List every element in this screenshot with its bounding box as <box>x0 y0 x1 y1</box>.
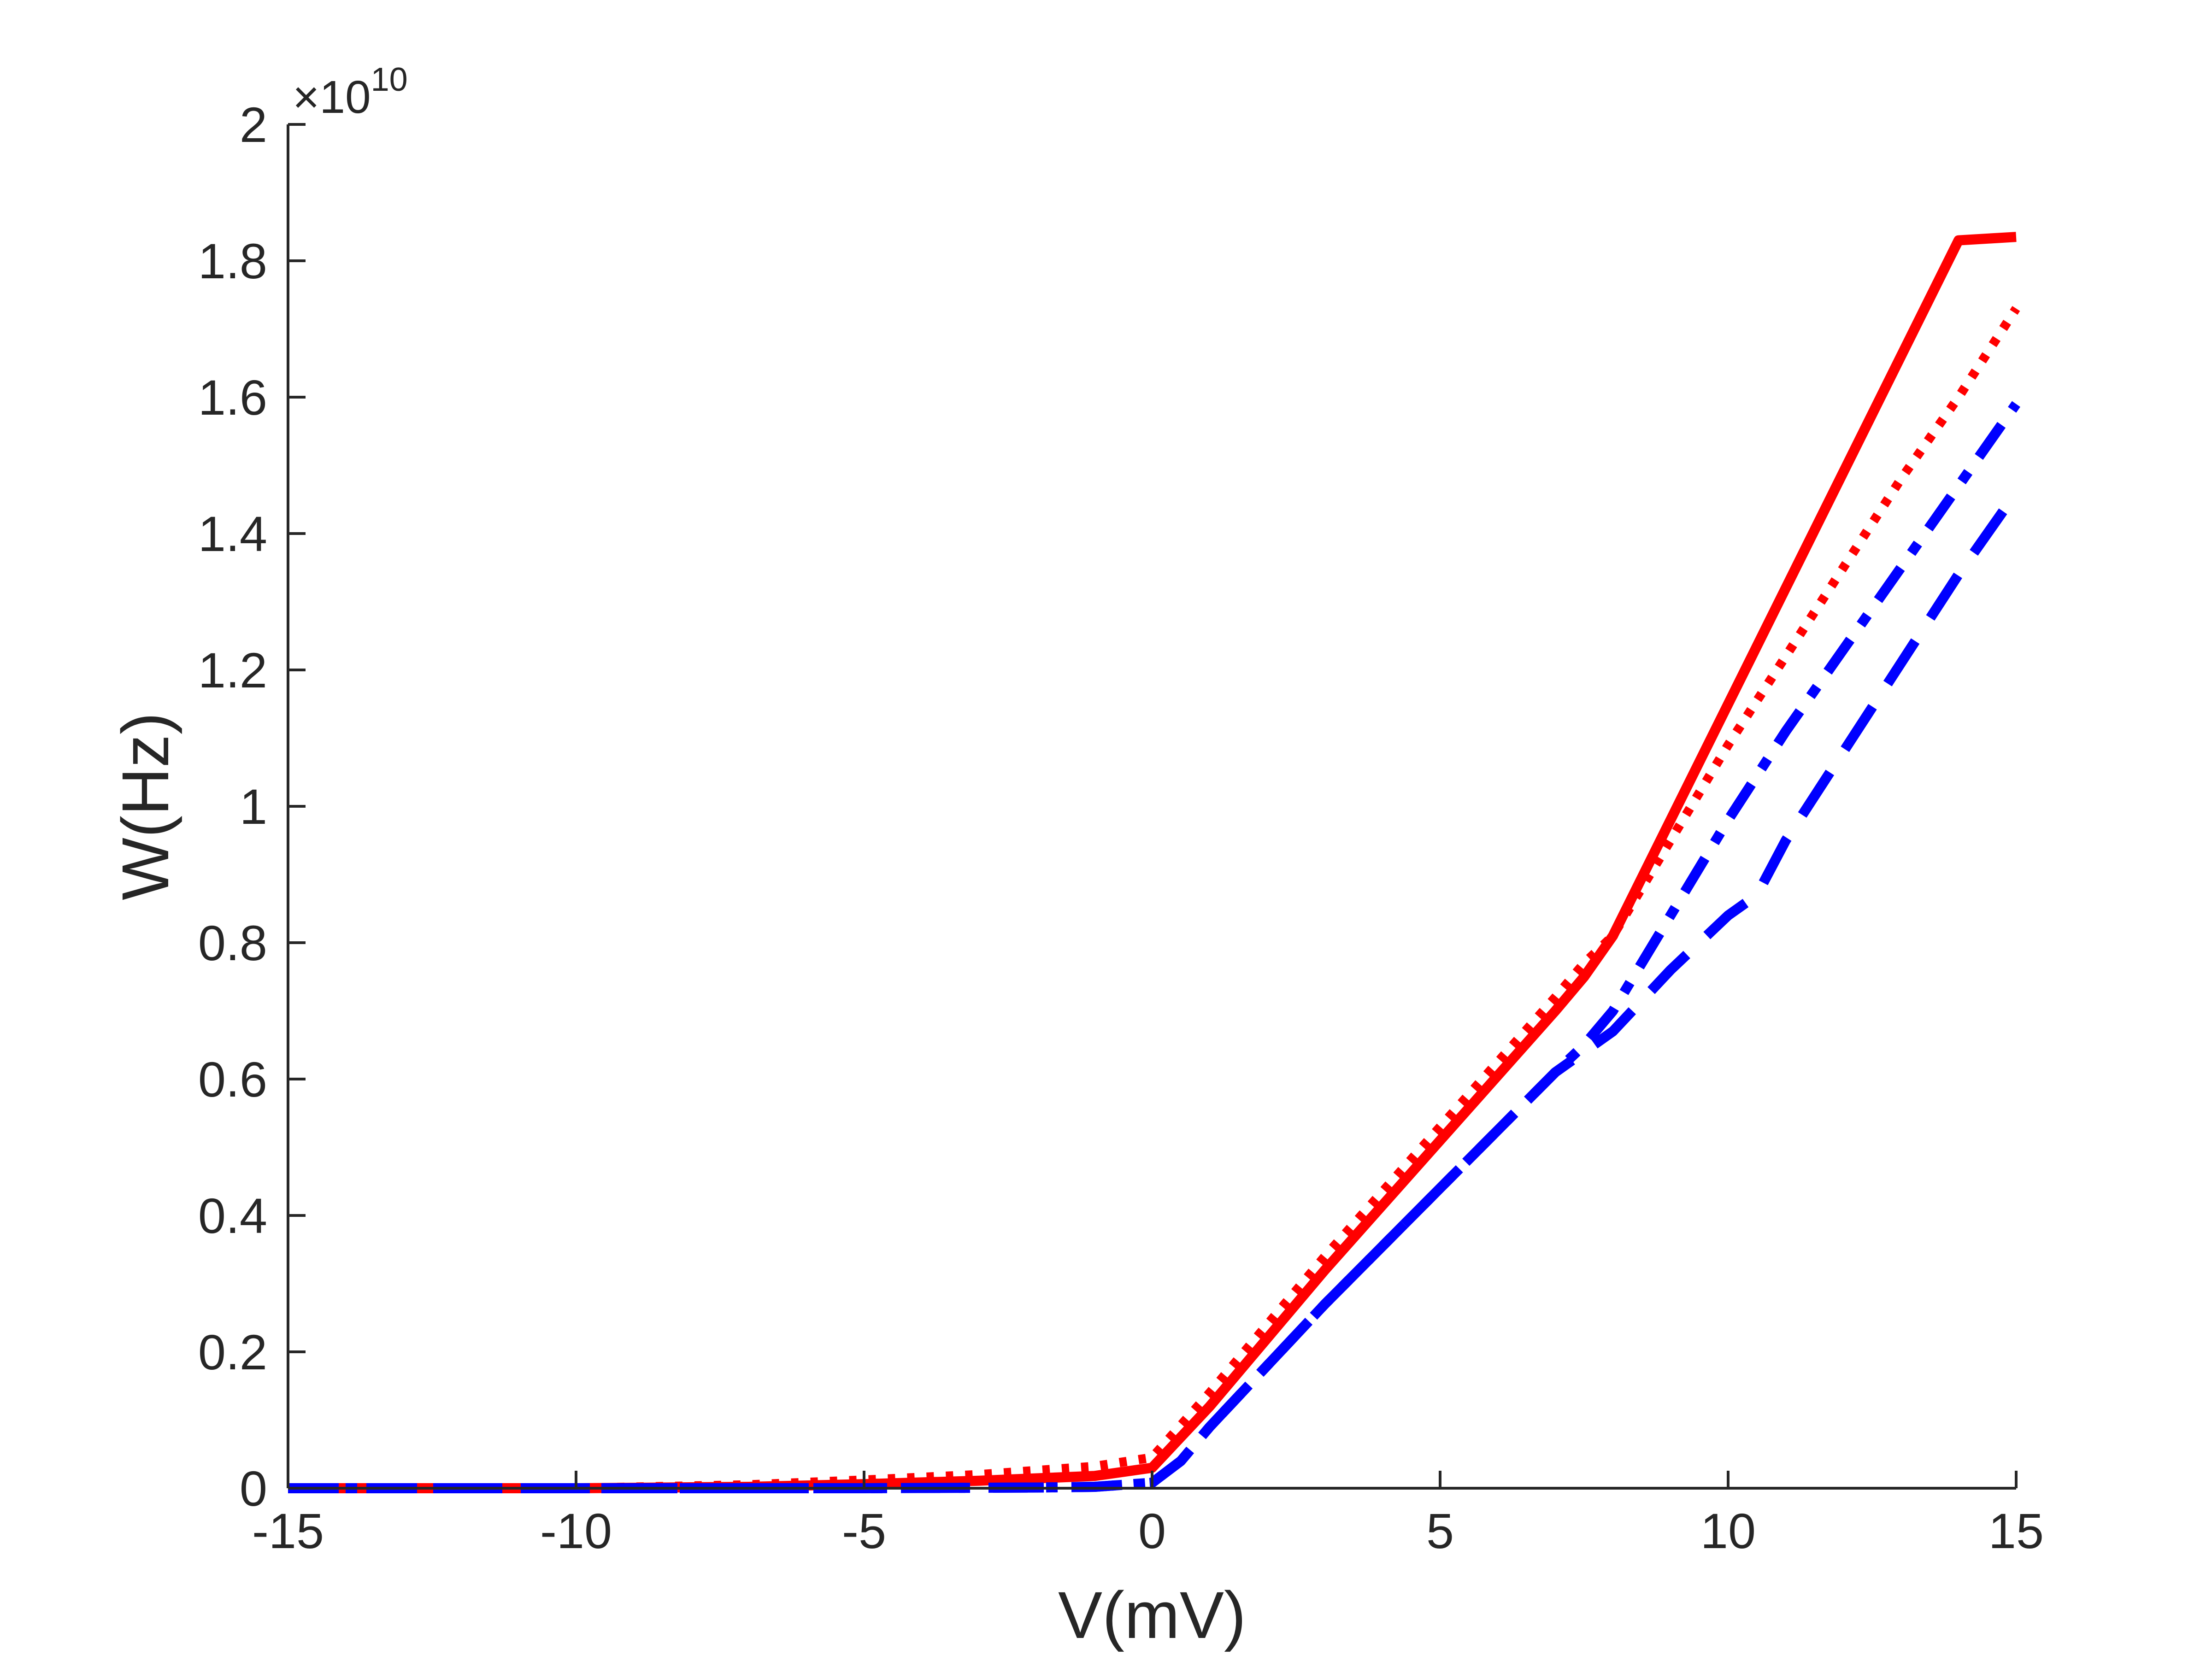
y-tick-label: 0.8 <box>198 915 267 971</box>
y-tick-label: 1.4 <box>198 506 267 562</box>
axes-layer: -15 -10 -5 0 5 10 15 0 0.2 0.4 0.6 0.8 1 1.2 1.4 1.6 1.8… <box>198 97 2044 1559</box>
y-tick-label: 1 <box>240 779 267 834</box>
y-tick-label: 0.2 <box>198 1324 267 1380</box>
x-tick-label: -5 <box>842 1503 886 1559</box>
y-multiplier-times: × <box>293 71 319 123</box>
y-axis-multiplier: ×1010 <box>293 61 408 123</box>
x-axis-label: V(mV) <box>1058 1578 1246 1652</box>
x-tick-label: 15 <box>1988 1503 2044 1559</box>
x-tick-label: 5 <box>1426 1503 1454 1559</box>
series-line-2-dotted <box>288 306 2020 1493</box>
y-axis-label: W(Hz) <box>108 712 182 900</box>
labels-layer: V(mV) W(Hz) ×1010 <box>108 61 1246 1652</box>
x-tick-label: 10 <box>1700 1503 1756 1559</box>
series-line-4-dashed <box>288 489 2020 1493</box>
y-multiplier-exponent: 10 <box>371 61 408 98</box>
x-tick-label: -10 <box>540 1503 612 1559</box>
y-tick-label: 0.6 <box>198 1051 267 1107</box>
y-tick-label: 0 <box>240 1461 267 1516</box>
y-tick-label: 1.6 <box>198 370 267 425</box>
y-multiplier-base: 10 <box>319 71 371 123</box>
x-tick-label: 0 <box>1138 1503 1166 1559</box>
y-tick-label: 1.2 <box>198 642 267 698</box>
y-tick-label: 0.4 <box>198 1188 267 1244</box>
y-tick-label: 2 <box>240 97 267 153</box>
y-tick-label: 1.8 <box>198 233 267 289</box>
x-tick-label: -15 <box>252 1503 324 1559</box>
